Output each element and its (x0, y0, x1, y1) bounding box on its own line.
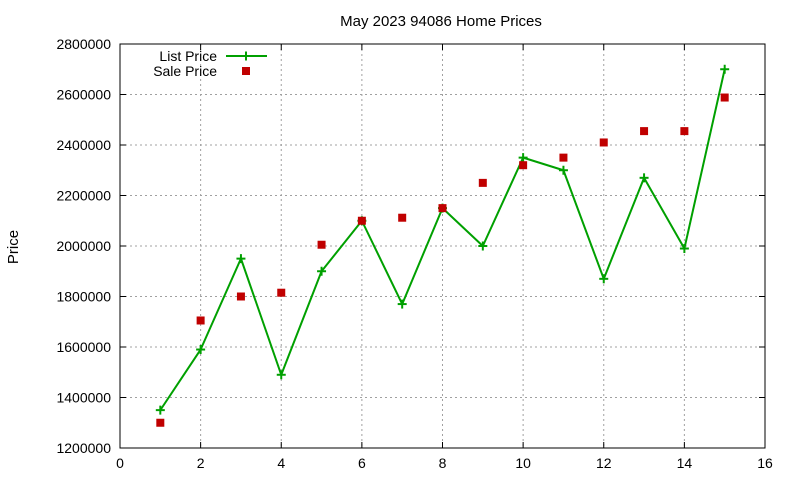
y-tick-label: 2400000 (56, 137, 111, 153)
sale-price-point (438, 204, 447, 213)
sale-price-point (478, 178, 487, 187)
x-tick-label: 2 (197, 455, 205, 471)
grid-lines (120, 44, 765, 448)
y-tick-label: 1600000 (56, 339, 111, 355)
list-price-point (720, 64, 730, 74)
x-tick-label: 8 (439, 455, 447, 471)
list-price-point (679, 244, 689, 254)
tick-labels: 0 2 4 6 8 10 12 14 16 1200000 1400000 1600000 180000… (56, 36, 773, 471)
sale-price-point (156, 418, 165, 427)
sale-price-point (357, 216, 366, 225)
list-price-point (317, 266, 327, 276)
x-tick-label: 4 (277, 455, 285, 471)
legend-sample-sale-price (242, 67, 250, 75)
y-tick-label: 1200000 (56, 440, 111, 456)
legend-sample-list-price (226, 51, 267, 61)
x-tick-label: 6 (358, 455, 366, 471)
list-price-point (599, 274, 609, 284)
sale-price-point (398, 213, 407, 222)
y-tick-label: 2600000 (56, 87, 111, 103)
x-tick-label: 16 (757, 455, 773, 471)
sale-price-point (196, 316, 205, 325)
sale-price-point (236, 292, 245, 301)
list-price-point (155, 405, 165, 415)
list-price-point (518, 153, 528, 163)
y-tick-label: 2000000 (56, 238, 111, 254)
list-price-point (558, 165, 568, 175)
sale-price-point (559, 153, 568, 162)
list-price-point (639, 173, 649, 183)
y-tick-label: 2200000 (56, 188, 111, 204)
plot-frame (119, 43, 766, 449)
x-tick-label: 14 (677, 455, 693, 471)
sale-price-point (519, 161, 528, 170)
list-price-point (276, 370, 286, 380)
legend-label-sale-price: Sale Price (153, 63, 217, 79)
sale-price-point (317, 240, 326, 249)
sale-price-point (599, 138, 608, 147)
list-price-point (196, 345, 206, 355)
x-tick-label: 0 (116, 455, 124, 471)
x-tick-label: 10 (515, 455, 531, 471)
sale-price-point (640, 127, 649, 136)
y-tick-label: 1400000 (56, 390, 111, 406)
legend-label-list-price: List Price (159, 48, 217, 64)
chart-title: May 2023 94086 Home Prices (340, 13, 542, 30)
series-layer (155, 64, 730, 427)
sale-price-point (680, 127, 689, 136)
legend: List Price Sale Price (153, 48, 267, 79)
x-tick-label: 12 (596, 455, 612, 471)
list-price-point (397, 299, 407, 309)
y-tick-label: 2800000 (56, 36, 111, 52)
sale-price-point (277, 288, 286, 297)
sale-price-point (720, 93, 729, 102)
y-axis-label: Price (5, 230, 22, 264)
legend-marker-list-price (241, 51, 251, 61)
list-price-point (236, 254, 246, 264)
list-price-point (478, 241, 488, 251)
y-tick-label: 1800000 (56, 289, 111, 305)
legend-marker-sale-price (242, 67, 250, 75)
